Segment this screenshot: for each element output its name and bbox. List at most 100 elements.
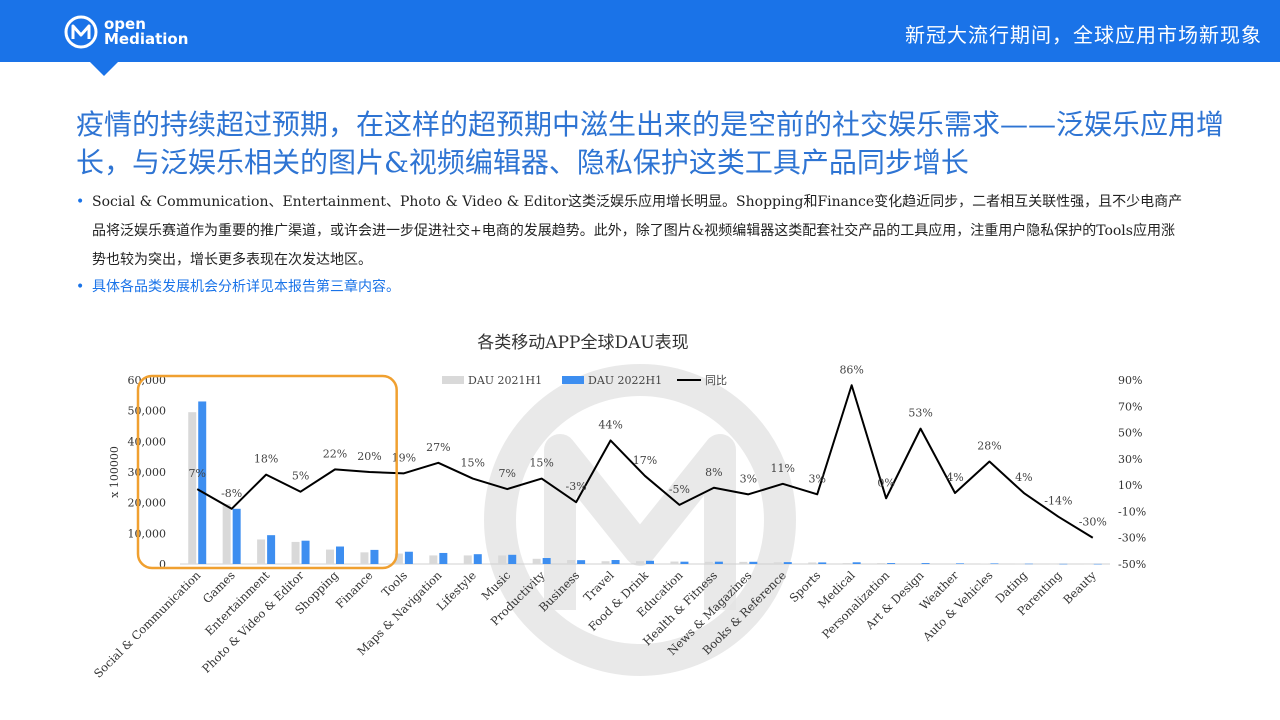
y-tick-label: 10,000 xyxy=(128,527,167,540)
legend-swatch xyxy=(562,376,584,384)
bullet-list: • Social & Communication、Entertainment、Ph… xyxy=(76,188,1186,302)
yoy-data-label: -3% xyxy=(566,480,587,493)
bar-2022h1 xyxy=(577,560,586,564)
bar-2021h1 xyxy=(567,560,576,564)
yoy-data-label: 7% xyxy=(188,467,205,480)
bar-2021h1 xyxy=(946,563,954,564)
legend-label: DAU 2022H1 xyxy=(588,374,662,387)
y-tick-label: 40,000 xyxy=(128,435,167,448)
bar-2021h1 xyxy=(463,555,472,564)
bar-2021h1 xyxy=(222,504,231,564)
x-category-label: Finance xyxy=(333,568,376,611)
bar-2022h1 xyxy=(336,546,344,564)
yoy-data-label: 8% xyxy=(705,466,722,479)
yoy-data-label: -14% xyxy=(1044,495,1072,508)
bar-2022h1 xyxy=(680,561,689,564)
bar-2022h1 xyxy=(370,549,379,564)
chart-title: 各类移动APP全球DAU表现 xyxy=(477,333,688,353)
yoy-data-label: 5% xyxy=(292,470,309,483)
y-axis-label: x 100000 xyxy=(108,446,121,498)
y2-tick-label: 10% xyxy=(1118,479,1142,492)
bar-2022h1 xyxy=(301,540,310,564)
yoy-data-label: 3% xyxy=(808,472,825,485)
y2-tick-label: -10% xyxy=(1118,505,1146,518)
yoy-data-label: 4% xyxy=(1015,471,1032,484)
bar-2022h1 xyxy=(473,554,482,564)
bar-2022h1 xyxy=(1059,563,1068,565)
bar-2021h1 xyxy=(739,561,748,564)
bar-2022h1 xyxy=(714,561,723,564)
yoy-data-label: 3% xyxy=(740,472,757,485)
bar-2021h1 xyxy=(394,553,403,564)
page-headline: 疫情的持续超过预期，在这样的超预期中滋生出来的是空前的社交娱乐需求——泛娱乐应用… xyxy=(76,108,1225,179)
y2-tick-label: -30% xyxy=(1118,532,1146,545)
bar-2022h1 xyxy=(887,563,896,564)
watermark-m-icon xyxy=(544,434,736,610)
yoy-line xyxy=(196,384,1094,539)
bar-2022h1 xyxy=(818,562,827,564)
bar-2021h1 xyxy=(498,555,507,564)
bar-2021h1 xyxy=(1083,563,1092,565)
bar-2021h1 xyxy=(360,552,369,564)
bullet-dot-icon: • xyxy=(76,194,85,210)
yoy-data-label: 53% xyxy=(908,407,932,420)
bar-2021h1 xyxy=(257,539,266,564)
bar-2022h1 xyxy=(404,551,413,564)
bar-2022h1 xyxy=(646,560,654,564)
yoy-data-label: 15% xyxy=(461,457,485,470)
yoy-data-label: 86% xyxy=(839,363,863,376)
legend-label: DAU 2021H1 xyxy=(468,374,542,387)
bar-2022h1 xyxy=(990,563,999,564)
bar-2022h1 xyxy=(749,561,758,564)
yoy-data-label: 15% xyxy=(529,457,553,470)
bar-2022h1 xyxy=(783,562,792,564)
bar-2021h1 xyxy=(636,561,644,564)
bar-2022h1 xyxy=(956,563,964,564)
y-tick-label: 20,000 xyxy=(128,497,167,510)
bar-2022h1 xyxy=(439,552,448,564)
bar-2021h1 xyxy=(877,563,886,564)
x-category-label: Tools xyxy=(379,568,410,599)
bar-2021h1 xyxy=(601,561,610,564)
bullet-dot-icon: • xyxy=(76,279,85,295)
y2-tick-label: 50% xyxy=(1118,427,1142,440)
yoy-data-label: 7% xyxy=(498,467,515,480)
bar-2022h1 xyxy=(267,535,276,564)
yoy-data-label: 19% xyxy=(392,451,416,464)
highlight-box xyxy=(136,374,398,570)
logo-line1: open xyxy=(104,15,146,33)
yoy-data-label: 0% xyxy=(877,476,894,489)
bar-2021h1 xyxy=(291,541,300,564)
y-tick-label: 50,000 xyxy=(128,405,167,418)
header-title: 新冠大流行期间，全球应用市场新现象 xyxy=(905,23,1262,47)
yoy-data-label: -30% xyxy=(1079,516,1107,529)
yoy-data-label: -5% xyxy=(669,483,690,496)
yoy-data-label: 44% xyxy=(598,418,622,431)
bullet-text: 具体各品类发展机会分析详见本报告第三章内容。 xyxy=(92,279,400,295)
bar-2022h1 xyxy=(921,563,930,564)
bar-2021h1 xyxy=(1049,563,1058,565)
header-bar xyxy=(0,0,1280,62)
yoy-data-label: 18% xyxy=(254,453,278,466)
bar-2022h1 xyxy=(1024,563,1033,565)
bullet-text: Social & Communication、Entertainment、Pho… xyxy=(92,194,1183,268)
logo-mark-icon xyxy=(64,15,98,49)
logo-text: open Mediation xyxy=(104,17,188,47)
dau-chart: 各类移动APP全球DAU表现 DAU 2021H1 DAU 2022H1 同比 0 10,… xyxy=(91,333,1146,681)
bar-2021h1 xyxy=(326,549,334,564)
bar-2021h1 xyxy=(980,563,989,565)
bar-2021h1 xyxy=(808,562,817,564)
yoy-data-label: 28% xyxy=(977,439,1001,452)
bar-2022h1 xyxy=(198,401,207,564)
yoy-data-label: 27% xyxy=(426,441,450,454)
bullet-item: • Social & Communication、Entertainment、Ph… xyxy=(76,188,1186,275)
bar-2021h1 xyxy=(429,555,438,564)
legend-label: 同比 xyxy=(705,374,727,387)
y2-tick-label: 90% xyxy=(1118,374,1142,387)
bar-2021h1 xyxy=(704,561,713,564)
yoy-data-label: 22% xyxy=(323,447,347,460)
x-category-label: Social & Communication xyxy=(91,568,204,681)
y2-tick-label: 30% xyxy=(1118,453,1142,466)
yoy-data-label: 4% xyxy=(946,471,963,484)
yoy-data-label: 20% xyxy=(357,450,381,463)
